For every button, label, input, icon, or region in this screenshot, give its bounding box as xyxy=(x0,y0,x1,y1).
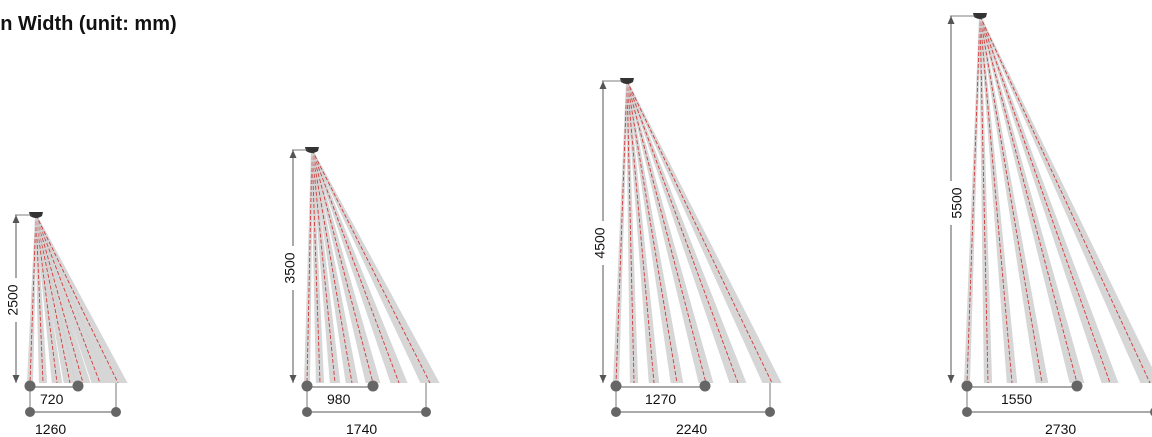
beam-ray xyxy=(626,80,655,384)
outer-width-label: 1740 xyxy=(346,421,377,437)
beam-wedge xyxy=(626,81,782,383)
node-dot xyxy=(1071,380,1083,392)
beam-ray xyxy=(979,15,1078,384)
beam-ray xyxy=(35,214,58,384)
node-dot xyxy=(421,407,431,417)
outer-width-label: 1260 xyxy=(35,421,66,437)
emitter-icon xyxy=(973,13,987,19)
emitter-icon xyxy=(305,147,319,153)
inner-width-label: 1270 xyxy=(645,391,676,407)
arrow-down-icon xyxy=(599,375,607,383)
node-dot xyxy=(302,407,312,417)
beam-ray xyxy=(966,15,981,384)
beam-ray xyxy=(626,80,707,384)
beam-ray xyxy=(311,149,336,384)
arrow-up-icon xyxy=(12,215,20,223)
beam-ray xyxy=(979,15,1111,384)
node-dot xyxy=(962,407,972,417)
beam-wedge xyxy=(35,215,63,383)
beam-wedge xyxy=(979,16,1018,383)
outer-width-label: 2240 xyxy=(676,421,707,437)
beam-wedge xyxy=(979,16,1049,383)
beam-wedge xyxy=(311,150,440,383)
arrow-down-icon xyxy=(12,375,20,383)
beam-ray xyxy=(979,15,1043,384)
beam-ray xyxy=(35,214,44,384)
beam-ray xyxy=(311,149,431,384)
node-dot xyxy=(611,407,621,417)
beam-ray xyxy=(979,15,989,384)
beam-wedge xyxy=(311,150,359,383)
arrow-up-icon xyxy=(599,81,607,89)
beam-wedge xyxy=(311,150,341,383)
height-label-bg xyxy=(283,246,299,290)
beam-wedge xyxy=(626,81,660,383)
beam-ray xyxy=(311,149,321,384)
beam-ray xyxy=(626,80,635,384)
node-dot xyxy=(610,380,622,392)
beam-ray xyxy=(626,80,678,384)
node-dot xyxy=(699,380,711,392)
arrow-down-icon xyxy=(947,375,955,383)
height-label: 5500 xyxy=(949,187,965,218)
diagram-1: 2500 720 1260 xyxy=(5,212,128,437)
node-dot xyxy=(111,407,121,417)
beam-wedge xyxy=(35,215,128,383)
beam-ray xyxy=(979,15,1013,384)
beam-ray xyxy=(615,80,628,384)
beam-wedge xyxy=(979,16,1085,383)
beam-ray xyxy=(35,214,71,384)
beam-ray xyxy=(626,80,773,384)
node-dot xyxy=(765,407,775,417)
inner-width-label: 720 xyxy=(40,391,64,407)
outer-width-label: 2730 xyxy=(1045,421,1076,437)
beam-ray xyxy=(35,214,84,384)
height-label: 3500 xyxy=(282,252,298,283)
node-dot xyxy=(72,380,84,392)
beam-ray xyxy=(311,149,374,384)
height-label: 4500 xyxy=(592,227,608,258)
beam-ray xyxy=(306,149,313,384)
diagram-4: 5500 1550 2730 xyxy=(947,13,1152,437)
beam-wedge xyxy=(311,150,325,383)
beam-ray xyxy=(311,149,353,384)
beam-wedge xyxy=(304,150,313,383)
beam-ray xyxy=(35,214,119,384)
arrow-up-icon xyxy=(289,150,297,158)
beam-wedge xyxy=(979,16,1152,383)
height-label-bg xyxy=(950,181,966,225)
height-label: 2500 xyxy=(5,284,21,315)
node-dot xyxy=(367,380,379,392)
beam-wedge xyxy=(626,81,714,383)
inner-width-label: 980 xyxy=(327,391,351,407)
beam-wedge xyxy=(626,81,684,383)
height-label-bg xyxy=(6,278,22,322)
emitter-icon xyxy=(29,212,43,218)
beam-wedge xyxy=(311,150,408,383)
arrow-up-icon xyxy=(947,16,955,24)
emitter-icon xyxy=(620,78,634,84)
beam-wedge xyxy=(626,81,747,383)
page-title: on Width (unit: mm) xyxy=(0,13,177,35)
height-label-bg xyxy=(593,221,609,265)
beam-wedge xyxy=(311,150,381,383)
node-dot xyxy=(301,380,313,392)
diagram-2: 3500 980 1740 xyxy=(282,147,440,437)
beam-wedge xyxy=(979,16,1119,383)
node-dot xyxy=(25,407,35,417)
node-dot xyxy=(961,380,973,392)
node-dot xyxy=(24,380,36,392)
inner-width-label: 1550 xyxy=(1001,391,1032,407)
beam-ray xyxy=(29,214,37,384)
beam-wedge xyxy=(35,215,91,383)
arrow-down-icon xyxy=(289,375,297,383)
beam-ray xyxy=(311,149,400,384)
beam-ray xyxy=(979,15,1151,384)
